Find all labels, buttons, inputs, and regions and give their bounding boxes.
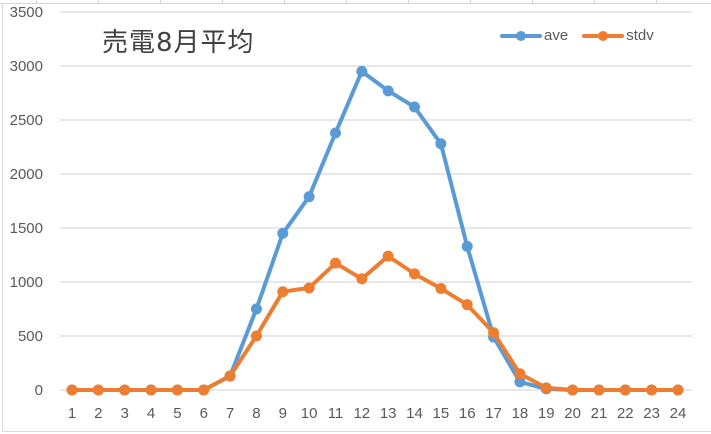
y-tick-label: 0 (35, 382, 43, 399)
data-point-stdv[interactable] (92, 384, 104, 396)
data-point-ave[interactable] (329, 127, 341, 139)
data-point-stdv[interactable] (409, 268, 421, 280)
data-point-stdv[interactable] (303, 282, 315, 294)
x-tick-label: 10 (301, 405, 318, 422)
data-point-stdv[interactable] (198, 384, 210, 396)
x-tick-label: 12 (353, 405, 370, 422)
data-point-stdv[interactable] (435, 282, 447, 294)
data-point-ave[interactable] (435, 138, 447, 150)
x-tick-label: 20 (564, 405, 581, 422)
x-tick-label: 19 (538, 405, 555, 422)
data-point-stdv[interactable] (593, 384, 605, 396)
x-tick-label: 9 (279, 405, 287, 422)
legend-item-stdv[interactable]: stdv (582, 27, 654, 44)
data-point-stdv[interactable] (277, 286, 289, 298)
chart-title[interactable]: 売電8月平均 (102, 28, 255, 58)
spreadsheet-column-strip (0, 0, 711, 4)
y-tick-label: 3500 (10, 4, 43, 21)
data-point-stdv[interactable] (356, 273, 368, 285)
data-point-ave[interactable] (461, 240, 473, 252)
data-point-ave[interactable] (382, 85, 394, 97)
x-tick-label: 7 (226, 405, 234, 422)
x-tick-label: 17 (485, 405, 502, 422)
legend[interactable]: ave stdv (500, 27, 654, 44)
legend-swatch-stdv-icon (582, 29, 625, 43)
y-tick-label: 2500 (10, 112, 43, 129)
y-tick-label: 3000 (10, 58, 43, 75)
legend-item-ave[interactable]: ave (500, 27, 568, 44)
y-tick-label: 1500 (10, 220, 43, 237)
x-tick-label: 22 (617, 405, 634, 422)
series-line-ave[interactable] (70, 69, 680, 392)
x-tick-label: 6 (200, 405, 208, 422)
legend-label-ave: ave (544, 27, 569, 44)
y-tick-label: 2000 (10, 166, 43, 183)
data-point-stdv[interactable] (119, 384, 131, 396)
data-point-stdv[interactable] (672, 384, 684, 396)
data-point-ave[interactable] (356, 65, 368, 77)
data-point-stdv[interactable] (540, 382, 552, 394)
series-ave[interactable] (66, 65, 684, 396)
chart-area[interactable] (2, 4, 711, 432)
x-tick-label: 14 (406, 405, 423, 422)
data-point-stdv[interactable] (461, 299, 473, 311)
x-tick-label: 21 (591, 405, 608, 422)
x-tick-label: 5 (173, 405, 181, 422)
x-tick-label: 2 (94, 405, 102, 422)
data-point-stdv[interactable] (567, 384, 579, 396)
data-point-ave[interactable] (303, 191, 315, 203)
data-point-ave[interactable] (514, 376, 526, 388)
data-point-ave[interactable] (277, 227, 289, 239)
data-point-stdv[interactable] (514, 368, 526, 380)
data-point-stdv[interactable] (382, 250, 394, 262)
x-tick-label: 3 (121, 405, 129, 422)
legend-swatch-ave-icon (500, 29, 542, 43)
x-tick-label: 16 (459, 405, 476, 422)
x-tick-label: 4 (147, 405, 155, 422)
series-line-stdv[interactable] (70, 254, 680, 392)
y-tick-label: 1000 (10, 274, 43, 291)
x-tick-label: 1 (68, 405, 76, 422)
data-point-stdv[interactable] (145, 384, 157, 396)
y-tick-label: 500 (18, 328, 43, 345)
x-tick-label: 24 (670, 405, 687, 422)
data-point-stdv[interactable] (619, 384, 631, 396)
data-point-stdv[interactable] (171, 384, 183, 396)
data-point-stdv[interactable] (224, 370, 236, 382)
data-point-stdv[interactable] (646, 384, 658, 396)
legend-label-stdv: stdv (626, 27, 654, 44)
series-stdv[interactable] (66, 250, 684, 396)
data-point-stdv[interactable] (250, 330, 262, 342)
x-tick-label: 11 (328, 405, 344, 422)
x-tick-label: 18 (512, 405, 529, 422)
data-point-stdv[interactable] (329, 257, 341, 269)
data-point-stdv[interactable] (66, 384, 78, 396)
x-tick-label: 15 (433, 405, 450, 422)
x-tick-label: 13 (380, 405, 397, 422)
x-tick-label: 23 (643, 405, 660, 422)
x-tick-label: 8 (252, 405, 260, 422)
data-point-ave[interactable] (409, 101, 421, 113)
data-point-ave[interactable] (250, 303, 262, 315)
data-point-stdv[interactable] (488, 327, 500, 339)
